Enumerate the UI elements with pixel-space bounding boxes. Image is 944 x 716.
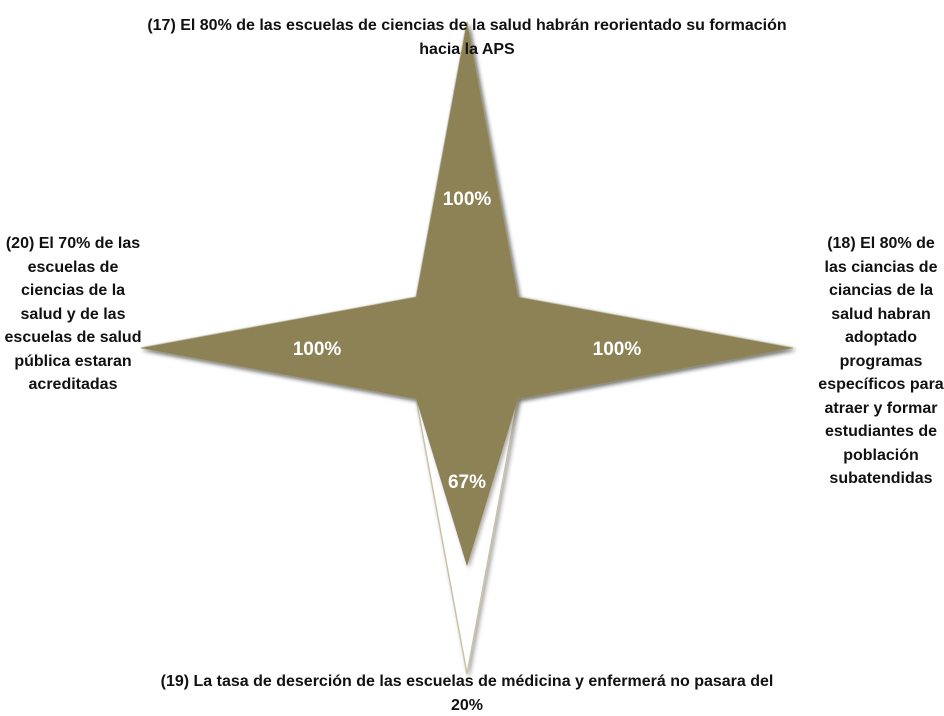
value-label: 100% [293, 339, 342, 360]
category-label: (20) El 70% de las escuelas de ciencias … [4, 235, 142, 393]
radar-area [141, 22, 793, 567]
value-label: 67% [448, 472, 486, 493]
category-label: (19) La tasa de deserción de las escuela… [160, 673, 774, 714]
value-label: 100% [593, 339, 642, 360]
category-label: (18) El 80% de las ciancias de ciancias … [818, 235, 944, 487]
category-label: (17) El 80% de las escuelas de ciencias … [147, 17, 787, 58]
value-label: 100% [443, 189, 492, 210]
